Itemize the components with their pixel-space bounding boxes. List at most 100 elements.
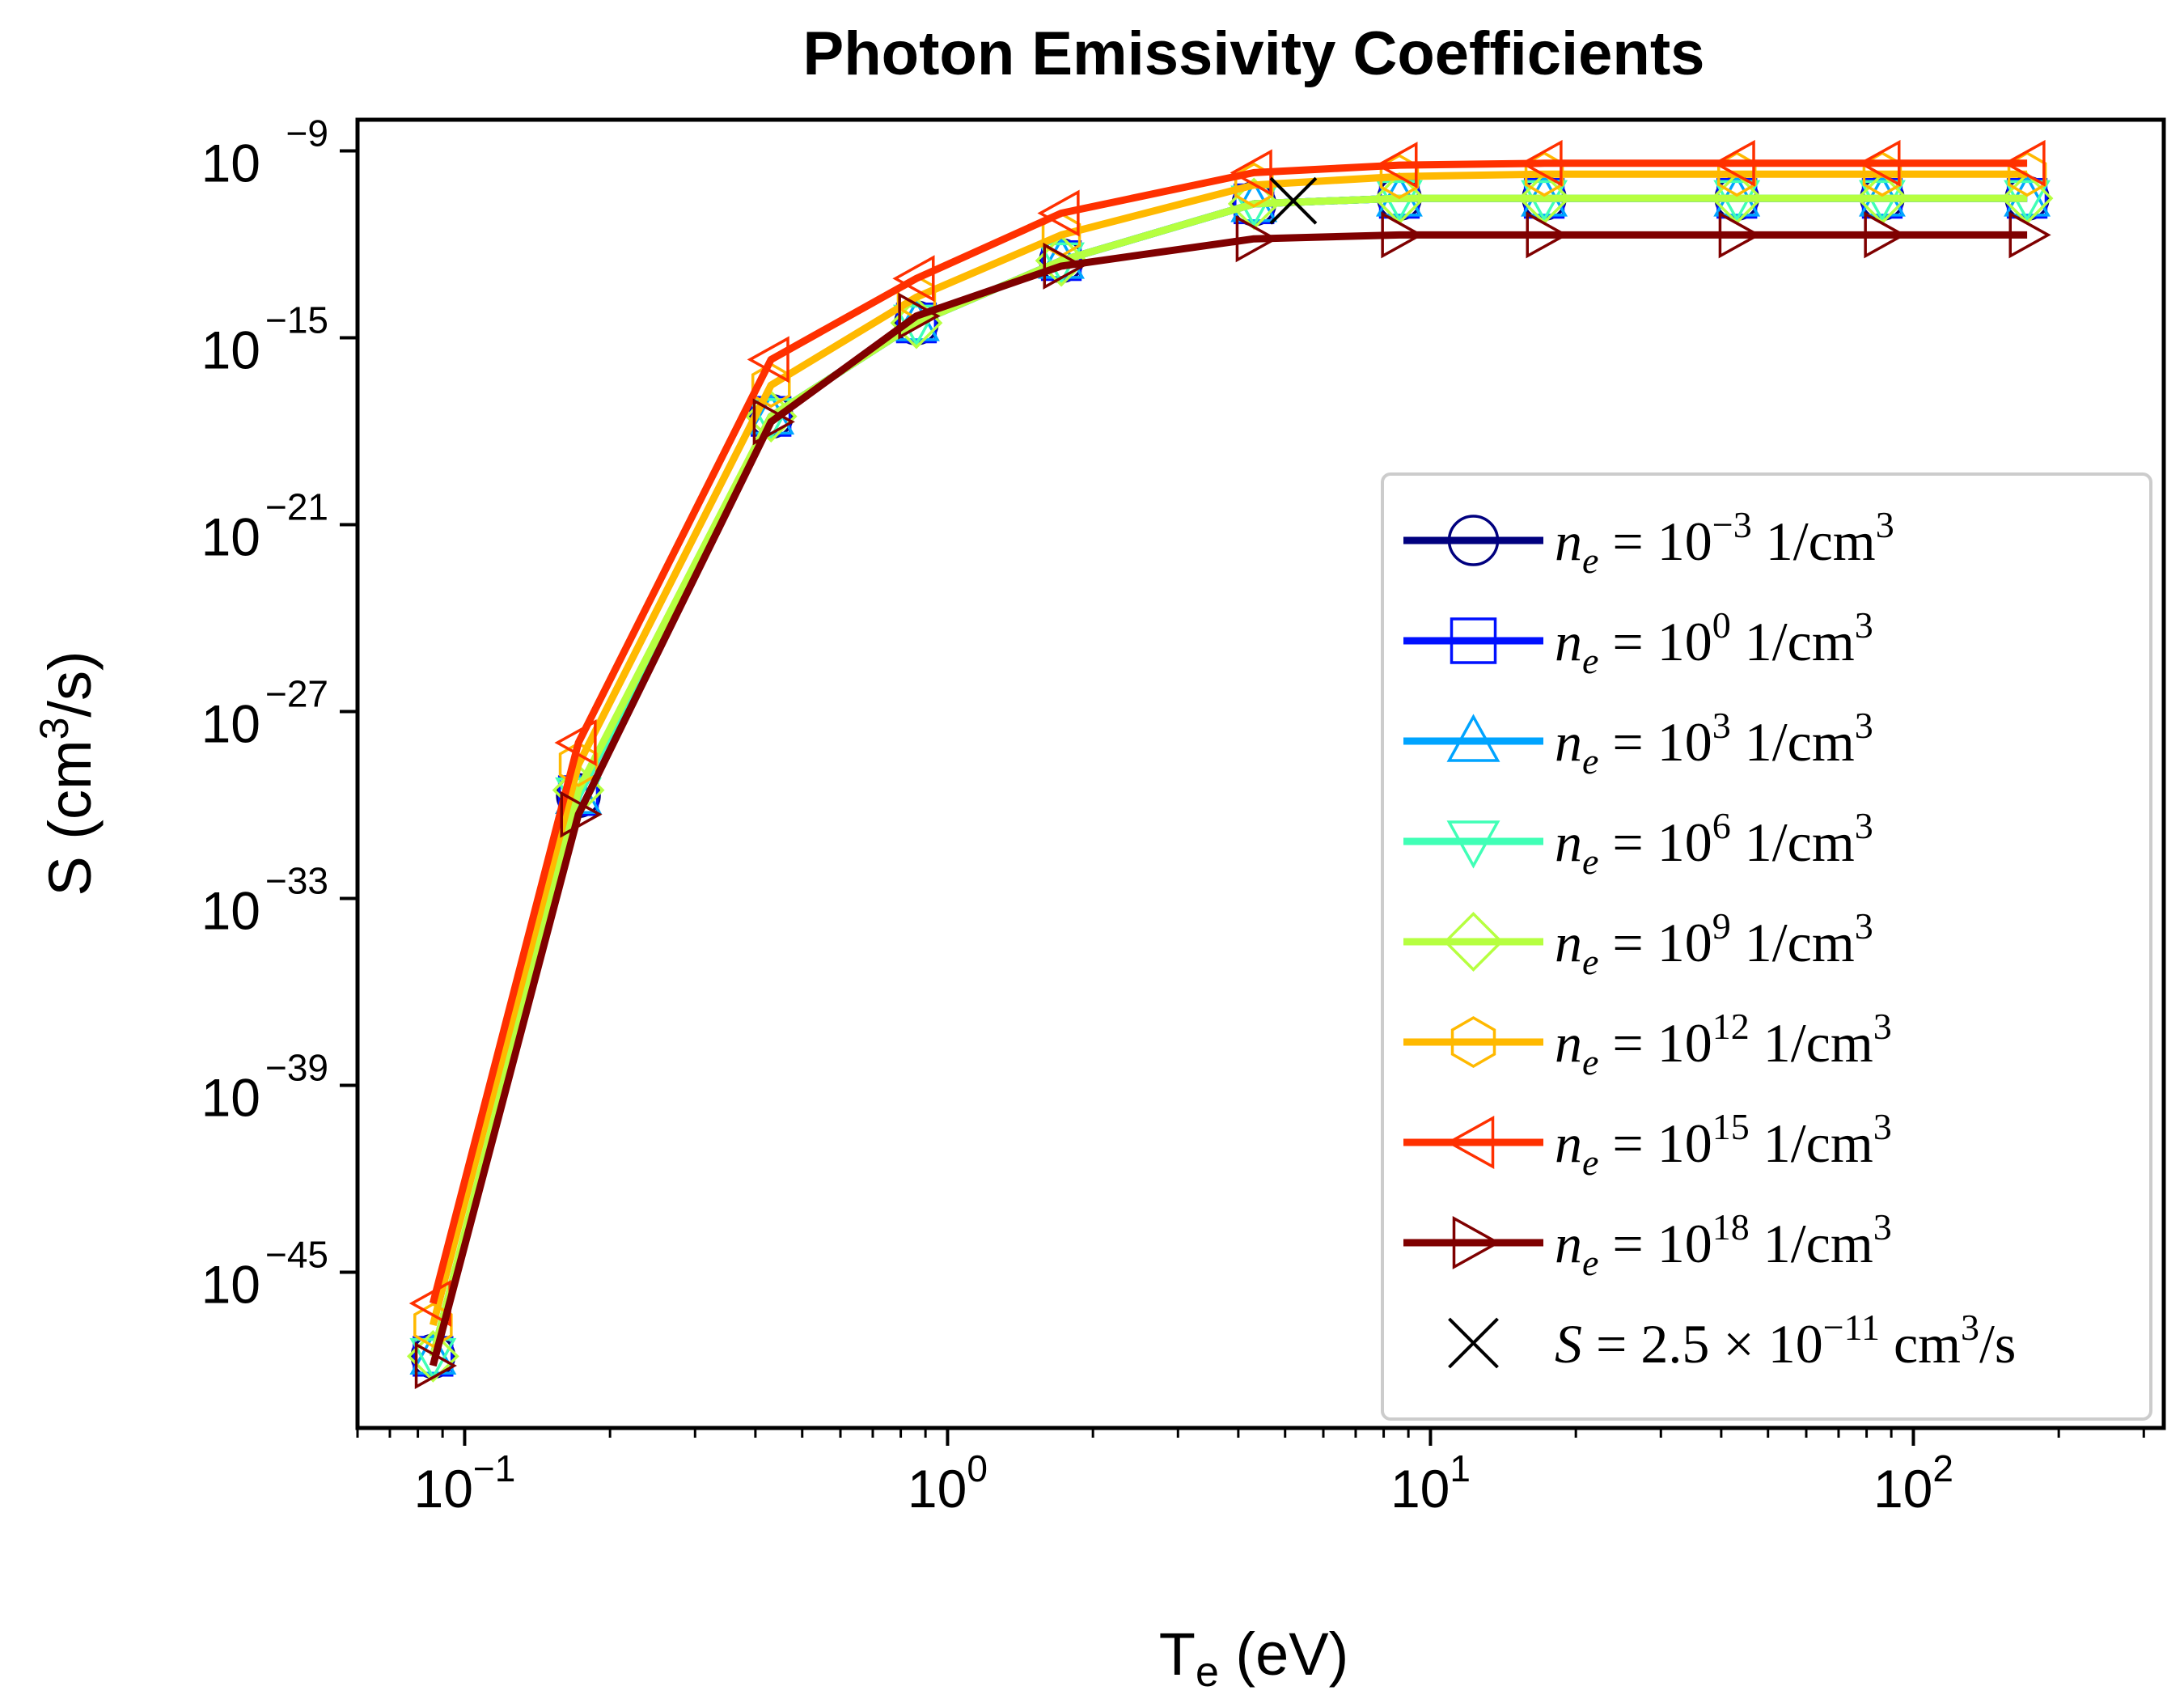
- legend-marker: [1446, 820, 1500, 869]
- series-line: [429, 159, 2028, 1305]
- legend-entry-2: ne = 100 1/cm3: [1403, 604, 1873, 681]
- legend-label-sub: e: [1582, 1041, 1598, 1083]
- legend-label-exp: 18: [1712, 1206, 1750, 1248]
- legend-label-unit-exp: 3: [1855, 604, 1873, 646]
- y-tick-exponent: −27: [265, 673, 328, 715]
- legend-marker: [1452, 1216, 1501, 1269]
- y-tick-exponent: −45: [265, 1234, 328, 1276]
- x-tick-base: 10: [1873, 1459, 1932, 1519]
- x-axis-label: Te (eV): [1159, 1621, 1348, 1696]
- series-line: [429, 194, 2028, 1358]
- series-point: [2003, 139, 2046, 187]
- legend-marker: [1446, 714, 1500, 762]
- series-point: [898, 292, 941, 340]
- legend-label-var: n: [1555, 1112, 1582, 1174]
- legend-label: ne = 1018 1/cm3: [1555, 1206, 1892, 1283]
- x-axis-label-sub: e: [1196, 1649, 1219, 1696]
- series-point: [1858, 139, 1901, 187]
- x-tick-base: 10: [414, 1459, 473, 1519]
- y-tick-base: 10: [201, 1255, 260, 1315]
- y-tick-base: 10: [201, 881, 260, 941]
- legend-entry-annotation: S = 2.5 × 10−11 cm3/s: [1448, 1307, 2016, 1375]
- y-tick-label: 10 −45: [201, 1234, 328, 1315]
- legend-label-exp: 3: [1712, 705, 1731, 746]
- legend-label-var: n: [1555, 711, 1582, 773]
- legend-label-exp: 15: [1712, 1106, 1750, 1147]
- series-point: [1043, 242, 1086, 290]
- x-tick-label: 10−1: [414, 1447, 516, 1519]
- legend-marker: [1443, 912, 1504, 972]
- y-tick-exponent: −33: [265, 860, 328, 902]
- x-tick-label: 102: [1873, 1447, 1953, 1519]
- y-axis-label-sup: 3: [32, 718, 77, 740]
- legend-label-exp: 0: [1712, 604, 1731, 646]
- y-tick-exponent: −39: [265, 1047, 328, 1089]
- series-line: [429, 231, 2028, 1367]
- legend-label-exp: 9: [1712, 905, 1731, 947]
- legend-label-sub: e: [1582, 841, 1598, 882]
- data-layer: [406, 139, 2054, 1389]
- x-tick-exponent: 0: [967, 1447, 988, 1489]
- series-point: [2008, 211, 2051, 259]
- legend-label-unit: 1/cm: [1731, 611, 1855, 672]
- legend-entry-5: ne = 109 1/cm3: [1403, 905, 1873, 982]
- legend-label-sub: e: [1582, 640, 1598, 681]
- x-tick-label: 101: [1390, 1447, 1471, 1519]
- series-point: [409, 1332, 457, 1375]
- y-tick-base: 10: [201, 320, 260, 380]
- x-tick-exponent: 1: [1450, 1447, 1471, 1489]
- legend-label: ne = 10−3 1/cm3: [1555, 504, 1894, 581]
- y-tick-base: 10: [201, 507, 260, 567]
- legend-label-var: n: [1555, 511, 1582, 572]
- legend-label-sub: e: [1582, 540, 1598, 581]
- legend-entry-6: ne = 1012 1/cm3: [1403, 1006, 1892, 1083]
- legend-label-unit: 1/cm: [1750, 1213, 1873, 1274]
- plot-frame: [355, 117, 2166, 1430]
- y-tick-base: 10: [201, 1068, 260, 1128]
- legend-label-unit: 1/cm: [1752, 511, 1876, 572]
- legend-label-unit-exp: 3: [1855, 805, 1873, 846]
- legend-label: ne = 100 1/cm3: [1555, 604, 1873, 681]
- legend-marker: [1445, 1116, 1495, 1169]
- legend-label: ne = 106 1/cm3: [1555, 805, 1873, 882]
- series-point: [1712, 139, 1755, 187]
- legend-label-unit: 1/cm: [1731, 912, 1855, 973]
- legend-label-exp: 12: [1712, 1006, 1750, 1047]
- legend-label-eq: = 10: [1598, 912, 1712, 973]
- legend-label-eq: = 10: [1598, 811, 1712, 873]
- y-tick-label: 10 −33: [201, 860, 328, 941]
- series-point: [554, 719, 597, 766]
- series-point: [1235, 215, 1278, 263]
- series-point: [752, 398, 795, 446]
- series-7: [408, 139, 2046, 1327]
- series-point: [1037, 189, 1080, 237]
- legend-label-unit: 1/cm: [1731, 711, 1855, 773]
- legend-label: ne = 1012 1/cm3: [1555, 1006, 1892, 1083]
- x-axis-label-base: T: [1159, 1621, 1196, 1688]
- legend-label-unit: cm: [1880, 1313, 1961, 1375]
- y-tick-label: 10 −15: [201, 299, 328, 380]
- legend-label-unit-exp: 3: [1873, 1006, 1892, 1047]
- chart-title: Photon Emissivity Coefficients: [803, 19, 1705, 88]
- legend-label-unit-exp: 3: [1855, 705, 1873, 746]
- series-point: [1864, 211, 1907, 259]
- series-point: [1375, 142, 1418, 189]
- legend-entry-4: ne = 106 1/cm3: [1403, 805, 1873, 882]
- legend-label-unit-exp: 3: [1855, 905, 1873, 947]
- legend-label-unit: 1/cm: [1750, 1112, 1873, 1174]
- legend-label-var: n: [1555, 1213, 1582, 1274]
- legend-label-unit-exp: 3: [1961, 1307, 1979, 1348]
- legend-label-eq: = 10: [1598, 711, 1712, 773]
- x-tick-base: 10: [1390, 1459, 1450, 1519]
- legend-label-sub: e: [1582, 1142, 1598, 1183]
- legend-marker: [1447, 515, 1500, 566]
- annotation-point: [1269, 176, 1318, 225]
- x-tick-exponent: 2: [1932, 1447, 1953, 1489]
- y-tick-exponent: −15: [265, 299, 328, 341]
- legend-label-sub: e: [1582, 740, 1598, 782]
- legend-label-unit-exp: 3: [1873, 1106, 1892, 1147]
- series-point: [1520, 139, 1563, 187]
